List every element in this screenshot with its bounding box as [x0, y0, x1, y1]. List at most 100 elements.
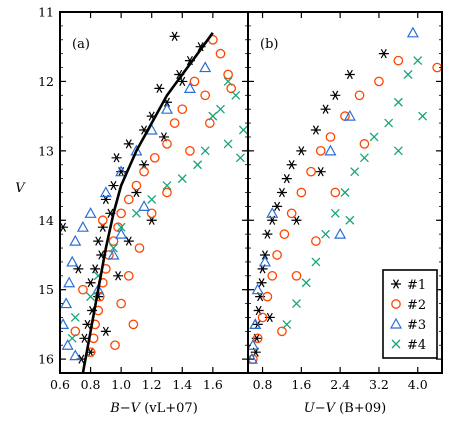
point-triangle-1-2-2 [324, 144, 337, 156]
x-tick-label: 1.4 [172, 377, 192, 392]
y-tick-label: 14 [38, 213, 54, 228]
point-circle-0-1-28 [70, 326, 81, 337]
point-circle-1-1-6 [315, 145, 326, 156]
legend-marker-3 [391, 339, 401, 349]
point-cross-0-3-11 [131, 208, 141, 218]
point-cross-0-3-15 [86, 292, 96, 302]
point-triangle-1-2-6 [251, 283, 264, 295]
point-asterisk-0-0-8 [123, 139, 134, 149]
point-circle-0-1-7 [162, 139, 172, 149]
legend-label: #1 [407, 278, 426, 293]
x-tick-label: 1.0 [111, 377, 131, 392]
point-cross-1-3-16 [345, 215, 355, 225]
point-circle-0-1-5 [177, 104, 188, 115]
point-circle-0-1-34 [97, 215, 108, 226]
point-circle-1-1-15 [252, 333, 263, 344]
point-cross-1-3-9 [321, 229, 331, 239]
point-circle-1-1-10 [279, 229, 290, 240]
y-tick-label: 16 [38, 352, 54, 367]
point-circle-0-1-2 [223, 69, 233, 80]
point-triangle-0-2-2 [160, 102, 174, 114]
point-asterisk-1-0-12 [259, 250, 270, 260]
point-asterisk-0-0-17 [90, 264, 101, 274]
point-cross-0-3-7 [193, 160, 203, 170]
point-circle-0-1-29 [110, 340, 120, 351]
point-asterisk-1-0-5 [296, 146, 307, 156]
legend-marker-2 [389, 317, 403, 329]
point-asterisk-1-0-7 [281, 173, 292, 184]
point-triangle-0-2-14 [61, 338, 74, 350]
point-triangle-0-2-4 [130, 144, 143, 156]
point-triangle-0-2-1 [183, 82, 196, 93]
point-asterisk-0-0-29 [123, 236, 134, 246]
panel-label: (a) [72, 37, 90, 52]
point-circle-0-1-33 [162, 187, 172, 198]
point-triangle-0-2-5 [115, 165, 128, 177]
point-circle-1-1-8 [296, 187, 307, 198]
point-cross-1-3-5 [359, 153, 369, 163]
point-cross-1-3-11 [301, 278, 311, 288]
point-asterisk-1-0-9 [272, 201, 283, 212]
point-cross-1-3-6 [350, 167, 360, 177]
point-triangle-0-2-9 [69, 234, 82, 246]
fit-line [81, 32, 214, 373]
point-circle-0-1-1 [215, 48, 226, 59]
y-tick-label: 12 [38, 74, 54, 89]
point-asterisk-1-0-6 [286, 160, 297, 170]
point-asterisk-0-0-0 [169, 31, 180, 41]
point-triangle-0-2-0 [199, 61, 212, 73]
panel-a: 11 12 13 14 15 16 0.6 0.8 1.0 1.2 1.4 1.6 (a) B−V (vL… [38, 5, 249, 416]
y-tick-label: 11 [38, 5, 54, 20]
point-asterisk-1-0-11 [262, 229, 273, 239]
x-tick-label: 0.8 [253, 377, 273, 392]
y-tick-label: 13 [38, 143, 54, 158]
point-cross-1-3-1 [403, 70, 413, 79]
point-cross-0-3-3 [208, 111, 218, 121]
point-circle-1-1-14 [257, 312, 268, 323]
x-tick-label: 0.8 [81, 377, 101, 392]
point-cross-0-3-4 [238, 125, 248, 135]
point-asterisk-1-0-1 [344, 69, 355, 80]
x-tick-label: 1.2 [142, 377, 162, 392]
point-cross-0-3-16 [70, 313, 80, 322]
point-asterisk-1-0-4 [310, 125, 321, 135]
point-cross-0-3-1 [231, 90, 241, 100]
point-circle-0-1-27 [78, 284, 88, 295]
point-cross-0-3-12 [116, 222, 126, 232]
point-cross-1-3-4 [369, 132, 379, 142]
point-circle-0-1-25 [134, 243, 145, 253]
point-circle-0-1-32 [185, 145, 195, 156]
x-tick-label: 0.6 [50, 377, 70, 392]
point-circle-1-1-9 [286, 208, 297, 219]
point-triangle-0-2-17 [107, 248, 120, 260]
panel-label: (b) [260, 37, 278, 52]
point-asterisk-0-0-28 [60, 222, 69, 232]
point-cross-1-3-15 [418, 111, 428, 121]
point-triangle-0-2-18 [115, 227, 128, 239]
point-cross-0-3-9 [162, 181, 172, 191]
point-triangle-0-2-19 [138, 200, 151, 211]
point-asterisk-1-0-0 [378, 49, 389, 59]
point-asterisk-0-0-33 [113, 271, 124, 281]
point-circle-0-1-3 [200, 90, 211, 101]
point-triangle-0-2-7 [84, 207, 97, 218]
legend-marker-1 [391, 299, 401, 309]
point-asterisk-1-0-8 [276, 187, 287, 198]
point-asterisk-0-0-11 [108, 180, 119, 191]
point-circle-0-1-12 [116, 208, 126, 219]
point-cross-1-3-0 [413, 56, 423, 66]
point-circle-0-1-18 [94, 291, 105, 302]
point-cross-1-3-7 [340, 188, 350, 197]
y-axis-title: V [15, 181, 26, 196]
point-circle-0-1-9 [139, 166, 149, 177]
point-asterisk-1-0-2 [330, 90, 341, 100]
plot-frame [59, 11, 249, 374]
point-triangle-1-2-4 [266, 207, 279, 218]
x-tick-label: 3.2 [369, 377, 389, 392]
axis-labels: V [15, 181, 26, 196]
panel-b: 0.8 1.6 2.4 3.2 4.0 (b) U−V (B+09) [247, 11, 443, 416]
point-asterisk-0-0-18 [85, 278, 96, 288]
point-triangle-1-2-7 [249, 318, 262, 330]
point-asterisk-1-0-14 [256, 278, 267, 288]
